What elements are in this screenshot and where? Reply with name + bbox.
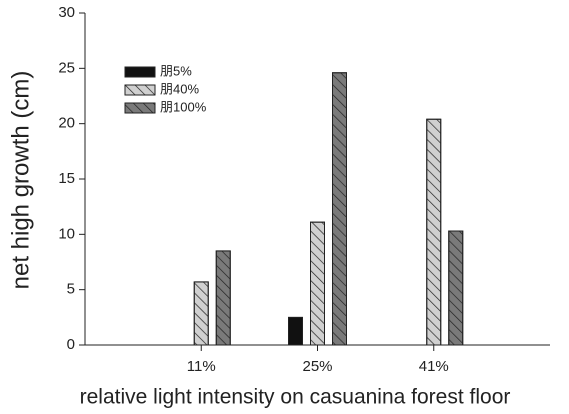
y-tick-label: 0 (67, 336, 75, 353)
y-tick-label: 20 (58, 115, 75, 132)
bar-hatch (310, 221, 325, 346)
legend-hatch (124, 84, 156, 96)
y-tick-label: 10 (58, 225, 75, 242)
x-tick-label: 11% (187, 358, 216, 375)
bar-hatch (332, 72, 347, 346)
bar-hatch (193, 281, 209, 346)
x-tick-label: 41% (419, 358, 449, 375)
y-tick-label: 15 (58, 170, 75, 187)
legend-label: 朋100% (160, 99, 207, 114)
y-axis-label: net high growth (cm) (7, 71, 34, 290)
bar-hatch (448, 230, 464, 346)
legend-label: 朋5% (160, 63, 192, 78)
y-tick-label: 5 (67, 281, 75, 298)
x-axis-label: relative light intensity on casuanina fo… (80, 386, 511, 409)
bar-hatch (215, 250, 231, 346)
legend-label: 朋40% (160, 81, 199, 96)
y-tick-label: 30 (58, 4, 75, 21)
legend-hatch (124, 102, 156, 114)
bar (288, 316, 303, 346)
x-tick-label: 25% (302, 358, 332, 375)
bar-hatch (426, 118, 442, 346)
y-tick-label: 25 (58, 59, 75, 76)
legend-swatch (124, 66, 156, 78)
